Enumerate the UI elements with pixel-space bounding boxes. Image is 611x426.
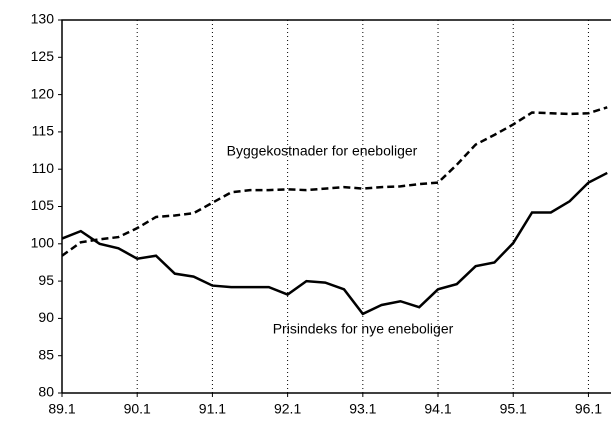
x-tick-label: 94.1 [424, 401, 451, 417]
x-tick-label: 93.1 [349, 401, 376, 417]
x-tick-label: 92.1 [274, 401, 301, 417]
x-tick-label: 89.1 [48, 401, 75, 417]
series-label: Byggekostnader for eneboliger [227, 143, 418, 159]
y-tick-label: 125 [31, 48, 55, 64]
plot-frame [61, 19, 611, 394]
y-tick-label: 100 [31, 235, 55, 251]
data-line [61, 106, 608, 257]
y-tick-label: 115 [32, 123, 55, 139]
y-tick-label: 105 [31, 197, 55, 213]
x-tick-label: 90.1 [124, 401, 151, 417]
data-line [61, 171, 608, 316]
y-tick-label: 80 [38, 384, 54, 400]
y-tick-label: 95 [38, 272, 54, 288]
y-tick-label: 90 [38, 309, 54, 325]
y-tick-label: 110 [32, 160, 55, 176]
x-tick-label: 96.1 [575, 401, 602, 417]
y-tick-label: 130 [31, 11, 55, 27]
y-tick-label: 85 [38, 346, 54, 362]
series-label: Prisindeks for nye eneboliger [273, 321, 454, 337]
y-tick-label: 120 [31, 85, 55, 101]
x-tick-label: 95.1 [500, 401, 527, 417]
x-tick-label: 91.1 [199, 401, 226, 417]
